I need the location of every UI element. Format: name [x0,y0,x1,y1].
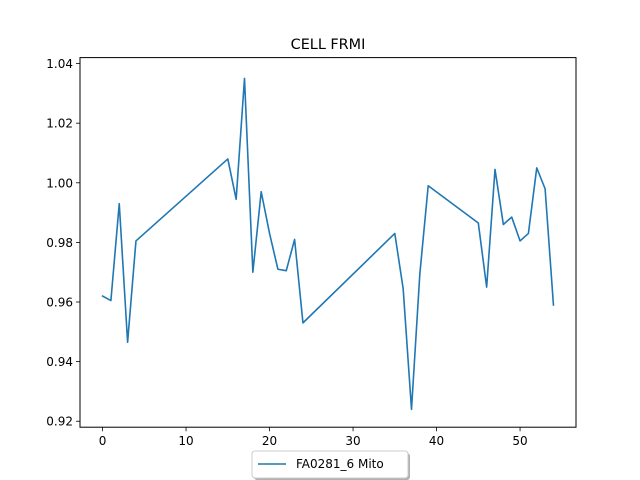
x-tick-label: 20 [262,434,277,448]
legend: FA0281_6 Mito [251,450,410,480]
legend-label: FA0281_6 Mito [296,457,384,471]
chart-title: CELL FRMI [291,37,366,53]
plot-area [101,77,555,411]
y-tick-label: 1.00 [46,176,73,190]
y-tick-label: 1.04 [46,57,73,71]
x-tick-label: 30 [345,434,360,448]
x-axis: 0 10 20 30 40 50 [99,427,528,448]
y-axis: 0.92 0.94 0.96 0.98 1.00 1.02 1.04 [46,57,80,429]
y-tick-label: 1.02 [46,117,73,131]
series-line-0 [101,77,555,411]
legend-box [251,450,409,479]
x-tick-label: 50 [512,434,527,448]
y-tick-label: 0.96 [46,296,73,310]
x-tick-label: 10 [178,434,193,448]
y-tick-label: 0.98 [46,236,73,250]
y-tick-label: 0.94 [46,355,73,369]
x-tick-label: 40 [429,434,444,448]
y-tick-label: 0.92 [46,415,73,429]
x-tick-label: 0 [99,434,107,448]
